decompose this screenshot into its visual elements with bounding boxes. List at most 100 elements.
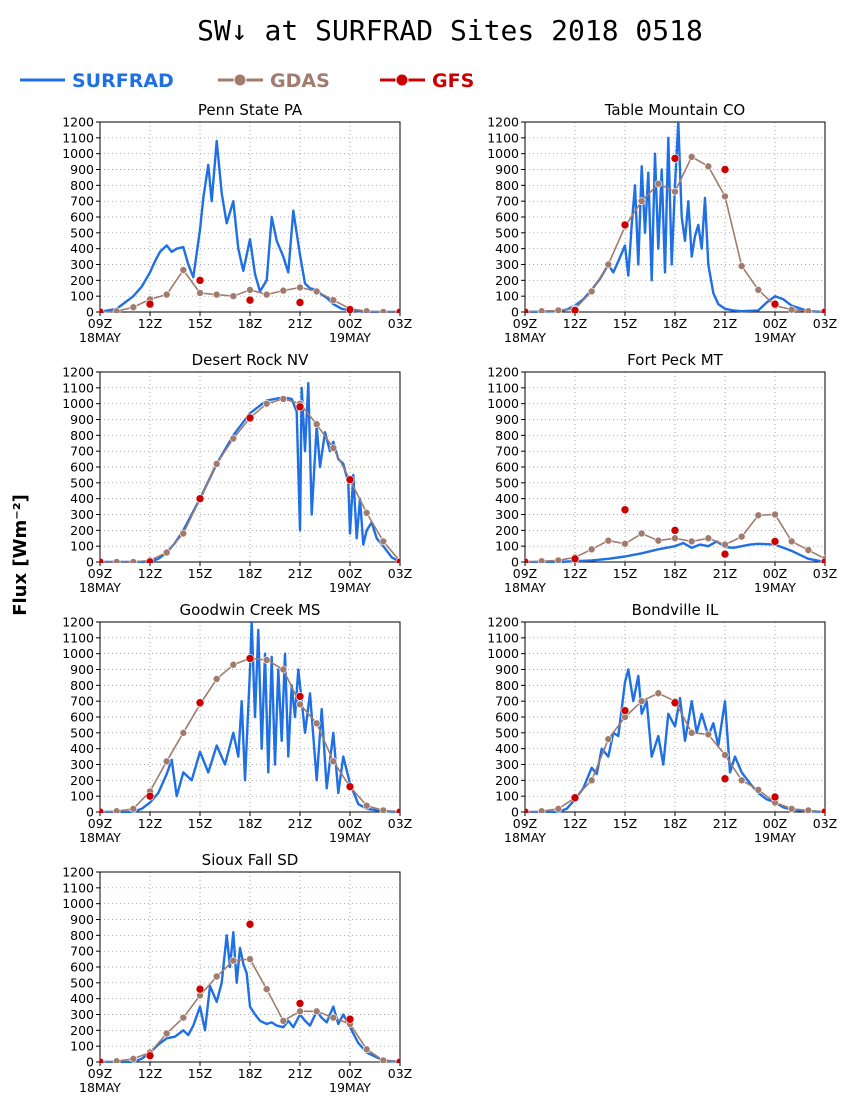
x-tick-label: 09Z <box>513 816 537 831</box>
surfrad-line <box>100 621 400 813</box>
gfs-point <box>820 557 825 563</box>
y-tick-label: 900 <box>495 162 519 177</box>
gdas-point <box>604 735 613 743</box>
gdas-point <box>537 807 546 813</box>
surfrad-line <box>100 931 400 1063</box>
legend: SURFRAD GDAS GFS <box>20 70 474 92</box>
y-tick-label: 900 <box>70 162 94 177</box>
y-tick-label: 1000 <box>62 896 94 911</box>
gdas-point <box>537 557 546 563</box>
x-tick-label: 18Z <box>663 566 687 581</box>
y-tick-label: 500 <box>70 475 94 490</box>
y-tick-label: 400 <box>70 741 94 756</box>
gdas-point <box>329 1013 338 1022</box>
panel-title: Fort Peck MT <box>627 351 723 369</box>
x-tick-label: 18Z <box>238 316 262 331</box>
gdas-point <box>312 1007 321 1016</box>
gdas-point <box>379 537 388 546</box>
gfs-point <box>620 505 630 515</box>
panel-title: Table Mountain CO <box>604 101 746 119</box>
gdas-point <box>654 179 663 188</box>
x-tick-sublabel: 18MAY <box>504 830 546 845</box>
gdas-point <box>246 955 254 963</box>
x-tick-label: 15Z <box>188 1066 212 1081</box>
gdas-point <box>362 509 371 517</box>
panel-title: Desert Rock NV <box>192 351 309 369</box>
series-gfs <box>525 154 825 313</box>
gfs-point <box>345 1014 355 1024</box>
y-tick-label: 1000 <box>62 646 94 661</box>
grid <box>100 122 400 312</box>
legend-marker <box>395 73 409 87</box>
gdas-point <box>362 801 371 810</box>
y-tick-label: 200 <box>70 773 94 788</box>
x-tick-label: 09Z <box>88 1066 112 1081</box>
gdas-point <box>246 286 254 294</box>
x-tick-label: 18Z <box>663 816 687 831</box>
gdas-point <box>179 529 188 538</box>
y-tick-label: 1100 <box>62 130 94 145</box>
gfs-point <box>670 698 680 708</box>
x-tick-label: 12Z <box>138 566 162 581</box>
y-tick-label: 200 <box>495 523 519 538</box>
y-tick-label: 1100 <box>62 880 94 895</box>
panel-4: 0100200300400500600700800900100011001200… <box>62 601 412 845</box>
panel-5: 0100200300400500600700800900100011001200… <box>487 601 837 845</box>
x-tick-label: 12Z <box>138 1066 162 1081</box>
x-tick-label: 00Z <box>338 1066 362 1081</box>
gfs-point <box>770 299 780 309</box>
gdas-point <box>296 283 304 292</box>
x-tick-label: 12Z <box>138 316 162 331</box>
plot-area <box>100 139 400 313</box>
y-tick-label: 300 <box>495 507 519 522</box>
y-tick-label: 900 <box>70 662 94 677</box>
gfs-point <box>395 307 400 313</box>
series-gfs <box>100 654 400 813</box>
y-tick-label: 0 <box>86 305 94 320</box>
gdas-point <box>654 689 663 698</box>
y-tick-label: 200 <box>70 523 94 538</box>
y-tick-label: 600 <box>495 710 519 725</box>
x-tick-sublabel: 19MAY <box>754 330 796 345</box>
y-tick-label: 500 <box>495 725 519 740</box>
x-tick-label: 15Z <box>613 566 637 581</box>
gdas-point <box>737 532 746 541</box>
x-tick-label: 03Z <box>388 816 412 831</box>
y-tick-label: 600 <box>495 210 519 225</box>
series-surfrad <box>100 621 400 813</box>
gdas-point <box>112 558 121 563</box>
gdas-point <box>637 197 646 205</box>
gfs-point <box>820 307 825 313</box>
gfs-point <box>100 1057 105 1063</box>
gdas-point <box>162 548 171 557</box>
gdas-point <box>212 290 221 299</box>
y-tick-label: 1100 <box>62 380 94 395</box>
x-tick-label: 09Z <box>513 566 537 581</box>
gdas-point <box>262 985 271 993</box>
gfs-point <box>295 402 305 412</box>
gdas-point <box>379 806 388 813</box>
y-tick-label: 300 <box>70 757 94 772</box>
gdas-point <box>379 308 388 313</box>
legend-label: GDAS <box>270 70 330 92</box>
gdas-point <box>329 444 338 452</box>
series-gfs <box>525 505 825 563</box>
gdas-point <box>112 807 121 813</box>
legend-label: SURFRAD <box>72 70 174 92</box>
y-tick-label: 1100 <box>487 130 519 145</box>
y-tick-label: 900 <box>70 412 94 427</box>
gfs-point <box>770 792 780 802</box>
gdas-point <box>687 729 696 737</box>
series-surfrad <box>525 121 825 313</box>
gdas-point <box>737 262 746 270</box>
legend-item-surfrad: SURFRAD <box>20 70 174 92</box>
gdas-point <box>362 1045 371 1054</box>
gdas-point <box>787 305 796 313</box>
plot-area <box>525 121 825 313</box>
y-tick-label: 700 <box>70 944 94 959</box>
gdas-point <box>179 266 188 274</box>
gdas-point <box>554 556 563 563</box>
gdas-point <box>162 290 171 299</box>
gdas-point <box>721 540 729 549</box>
gfs-point <box>100 807 105 813</box>
